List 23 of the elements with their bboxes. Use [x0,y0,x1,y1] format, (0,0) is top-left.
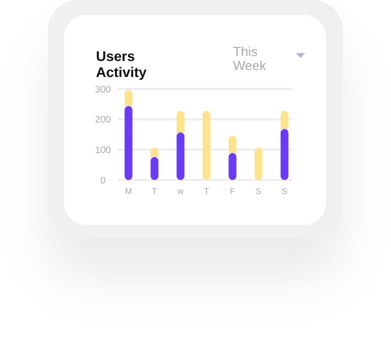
bar [228,153,236,180]
x-tick-label: F [230,186,236,196]
bar [176,110,184,132]
chart-subtitle: This Week [233,44,267,73]
x-tick-label: T [152,186,158,196]
bar [124,106,132,180]
y-tick-label: 300 [95,84,111,96]
bar [254,148,262,180]
x-tick-label: S [282,186,288,196]
x-tick-label: w [176,186,184,196]
bar [280,129,288,180]
x-tick-label: T [204,186,210,196]
bar [202,110,210,180]
bar [280,110,288,130]
y-tick-label: 200 [95,114,111,126]
y-tick-label: 100 [95,144,111,156]
bar [176,132,184,180]
x-tick-label: M [124,186,132,196]
bar [228,136,236,154]
x-tick-label: S [256,186,262,196]
chart-title: Users Activity [96,48,148,80]
y-tick-label: 0 [100,175,106,186]
bar [124,90,132,106]
